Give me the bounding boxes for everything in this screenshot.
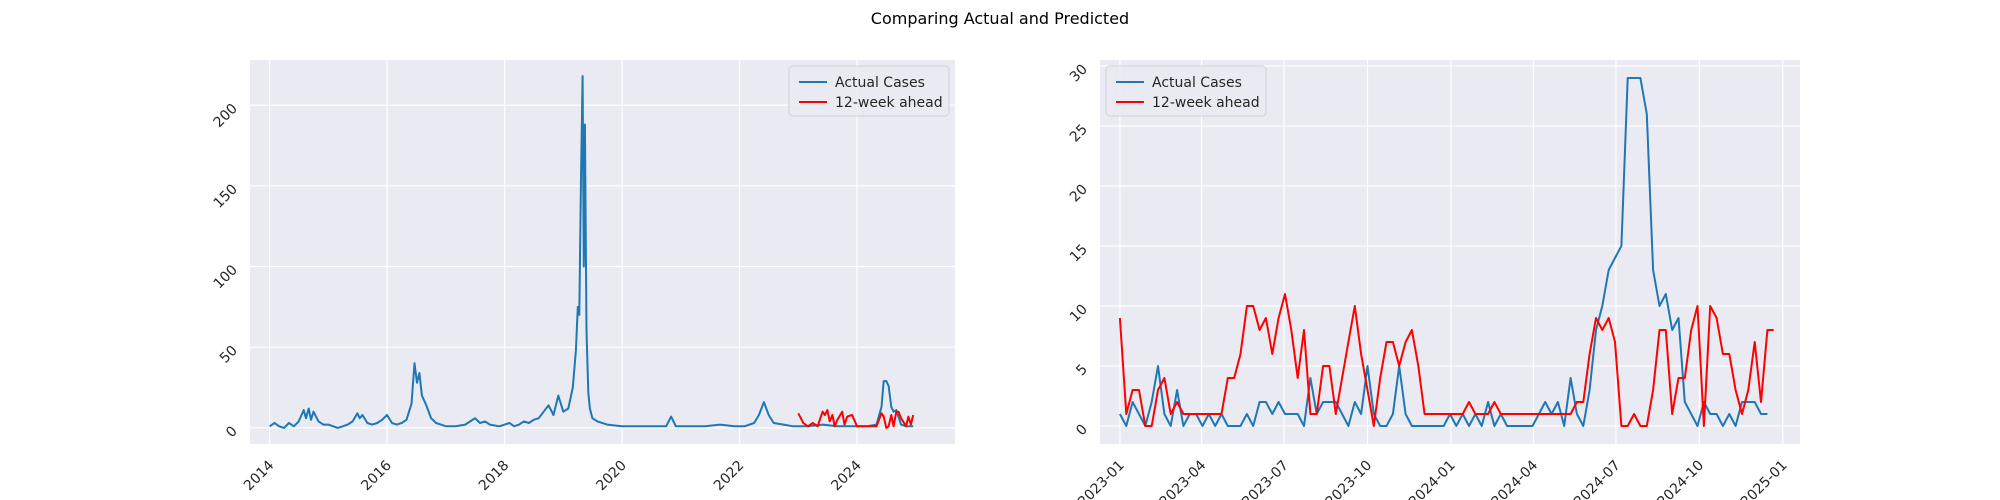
right-legend-label: Actual Cases <box>1152 75 1242 91</box>
right-y-tick-label: 10 <box>1067 302 1091 326</box>
right-legend-box <box>1105 65 1267 117</box>
left-x-tick-label: 2022 <box>711 458 748 495</box>
left-legend-label: Actual Cases <box>835 75 925 91</box>
right-x-tick-label: 2023-01 <box>1075 458 1128 500</box>
left-series-line-actual <box>269 75 914 429</box>
left-y-tick-label: 0 <box>223 423 241 441</box>
left-x-tick-label: 2018 <box>476 458 513 495</box>
right-plot-area <box>1100 60 1800 444</box>
figure-suptitle: Comparing Actual and Predicted <box>871 9 1129 28</box>
right-x-tick-label: 2023-07 <box>1239 458 1292 500</box>
right-x-tick-label: 2023-10 <box>1323 458 1376 500</box>
right-x-tick-label: 2025-01 <box>1738 458 1791 500</box>
left-x-tick-label: 2016 <box>358 457 395 494</box>
right-series-line-predicted <box>1118 293 1774 427</box>
right-series-line-actual <box>1119 77 1768 427</box>
left-x-tick-label: 2020 <box>593 458 630 495</box>
right-y-tick-label: 30 <box>1067 62 1091 86</box>
left-legend-label: 12-week ahead <box>835 95 943 111</box>
right-x-tick-label: 2024-04 <box>1489 457 1542 500</box>
left-x-tick-label: 2024 <box>828 457 865 494</box>
right-x-tick-label: 2024-10 <box>1655 458 1708 500</box>
right-y-tick-label: 25 <box>1067 122 1091 146</box>
right-y-tick-label: 5 <box>1073 362 1091 380</box>
left-legend: Actual Cases 12-week ahead <box>788 65 950 117</box>
right-x-tick-label: 2024-07 <box>1571 458 1624 500</box>
left-y-tick-label: 150 <box>211 181 241 211</box>
right-chart-panel: 2023-01 2023-04 2023-07 2023-10 2024-01 2024-… <box>1067 60 1800 500</box>
right-legend: Actual Cases 12-week ahead <box>1105 65 1267 117</box>
right-y-tick-label: 15 <box>1067 242 1091 266</box>
left-chart-panel: 2014 2016 2018 2020 2022 2024 0 50 100 150 200 Actu… <box>211 60 955 494</box>
right-y-tick-label: 0 <box>1073 422 1091 440</box>
left-y-tick-label: 100 <box>211 262 241 292</box>
left-legend-box <box>788 65 950 117</box>
left-plot-area <box>250 60 955 444</box>
left-y-tick-label: 50 <box>217 343 241 367</box>
right-x-tick-label: 2023-04 <box>1157 457 1210 500</box>
left-series-line-predicted <box>797 409 915 429</box>
right-legend-label: 12-week ahead <box>1152 95 1260 111</box>
left-y-tick-label: 200 <box>211 101 241 131</box>
right-y-tick-label: 20 <box>1067 182 1091 206</box>
right-x-tick-label: 2024-01 <box>1406 458 1459 500</box>
left-x-tick-label: 2014 <box>241 457 278 494</box>
